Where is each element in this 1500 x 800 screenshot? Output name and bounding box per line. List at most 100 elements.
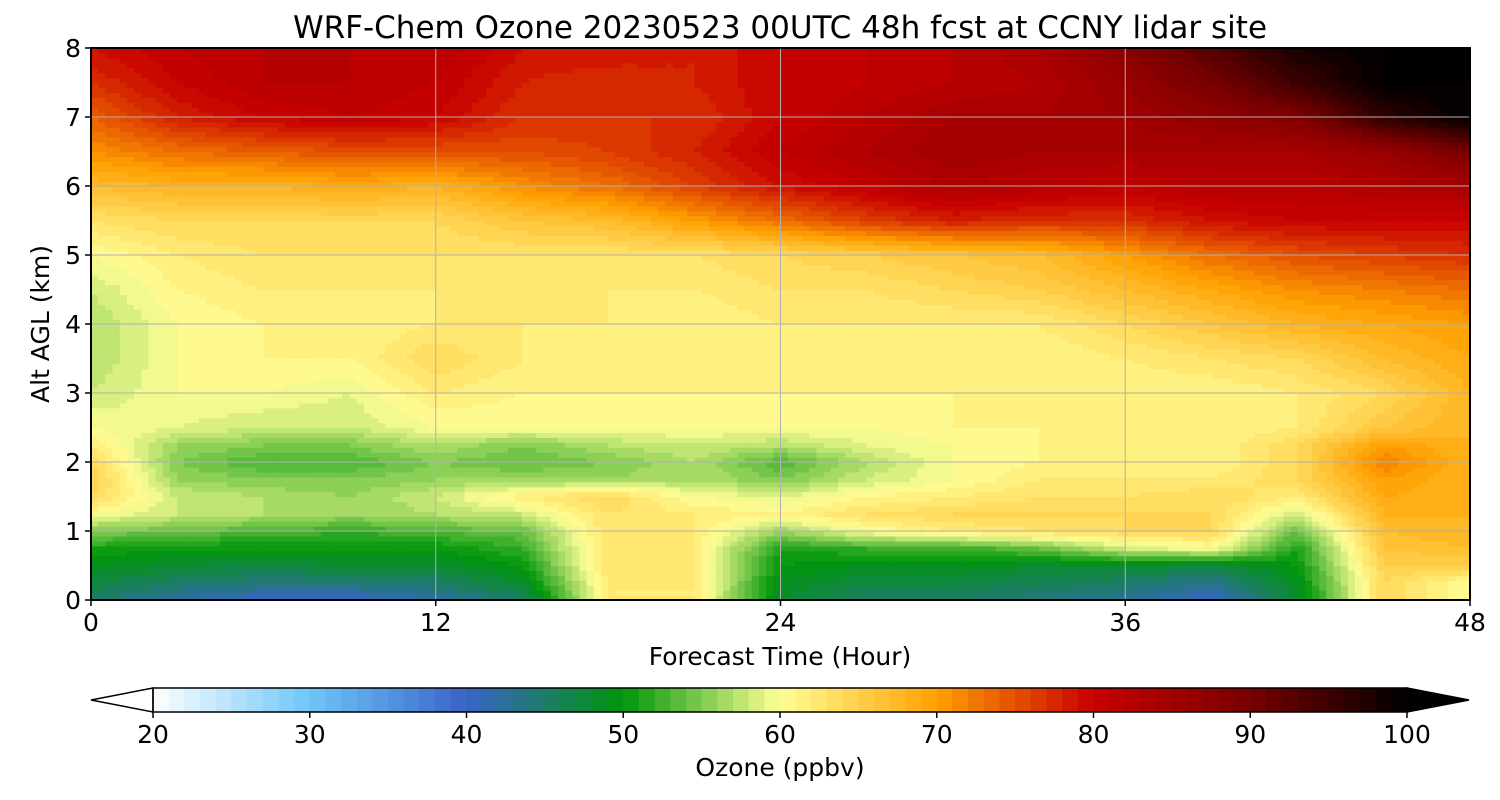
heatmap-cell — [737, 580, 745, 586]
heatmap-cell — [658, 521, 666, 527]
heatmap-cell — [1355, 536, 1363, 542]
heatmap-cell — [1312, 580, 1320, 586]
heatmap-cell — [1140, 546, 1148, 552]
heatmap-cell — [1039, 501, 1047, 507]
heatmap-cell — [170, 561, 178, 567]
heatmap-cell — [1111, 477, 1119, 483]
heatmap-cell — [931, 472, 939, 478]
heatmap-cell — [831, 561, 839, 567]
heatmap-cell — [845, 501, 853, 507]
heatmap-cell — [134, 521, 142, 527]
heatmap-cell — [213, 506, 221, 512]
heatmap-cell — [730, 531, 738, 537]
heatmap-cell — [493, 590, 501, 596]
heatmap-cell — [1032, 531, 1040, 537]
heatmap-cell — [285, 487, 293, 493]
heatmap-cell — [1003, 541, 1011, 547]
heatmap-cell — [407, 521, 415, 527]
heatmap-cell — [1183, 511, 1191, 517]
heatmap-cell — [285, 575, 293, 581]
heatmap-cell — [1269, 575, 1277, 581]
heatmap-cell — [795, 570, 803, 576]
heatmap-cell — [263, 492, 271, 498]
heatmap-cell — [1176, 487, 1184, 493]
heatmap-cell — [249, 511, 257, 517]
heatmap-cell — [378, 477, 386, 483]
heatmap-cell — [601, 566, 609, 572]
heatmap-cell — [989, 590, 997, 596]
heatmap-cell — [924, 506, 932, 512]
heatmap-cell — [658, 570, 666, 576]
heatmap-cell — [235, 497, 243, 503]
heatmap-cell — [407, 590, 415, 596]
heatmap-cell — [1154, 556, 1162, 562]
heatmap-cell — [888, 541, 896, 547]
heatmap-cell — [1348, 477, 1356, 483]
heatmap-cell — [299, 511, 307, 517]
heatmap-cell — [1161, 531, 1169, 537]
heatmap-cell — [723, 477, 731, 483]
heatmap-cell — [120, 536, 128, 542]
heatmap-cell — [1247, 561, 1255, 567]
heatmap-cell — [299, 585, 307, 591]
heatmap-cell — [982, 521, 990, 527]
heatmap-cell — [737, 546, 745, 552]
heatmap-cell — [120, 506, 128, 512]
heatmap-cell — [177, 566, 185, 572]
heatmap-cell — [622, 477, 630, 483]
heatmap-cell — [177, 521, 185, 527]
heatmap-cell — [400, 561, 408, 567]
heatmap-cell — [594, 472, 602, 478]
heatmap-cell — [148, 536, 156, 542]
heatmap-cell — [393, 536, 401, 542]
heatmap-cell — [989, 570, 997, 576]
heatmap-cell — [472, 477, 480, 483]
heatmap-cell — [1211, 521, 1219, 527]
heatmap-cell — [1298, 516, 1306, 522]
heatmap-cell — [1384, 585, 1392, 591]
heatmap-cell — [1161, 477, 1169, 483]
heatmap-cell — [1061, 561, 1069, 567]
heatmap-cell — [565, 487, 573, 493]
heatmap-cell — [1039, 477, 1047, 483]
heatmap-cell — [1219, 516, 1227, 522]
heatmap-cell — [393, 511, 401, 517]
heatmap-cell — [457, 531, 465, 537]
heatmap-cell — [1211, 501, 1219, 507]
heatmap-cell — [472, 541, 480, 547]
heatmap-cell — [594, 556, 602, 562]
heatmap-cell — [1255, 546, 1263, 552]
heatmap-cell — [350, 521, 358, 527]
heatmap-cell — [1046, 501, 1054, 507]
heatmap-cell — [235, 590, 243, 596]
heatmap-cell — [673, 531, 681, 537]
heatmap-cell — [1053, 492, 1061, 498]
heatmap-cell — [1140, 590, 1148, 596]
heatmap-cell — [536, 511, 544, 517]
heatmap-cell — [1312, 585, 1320, 591]
heatmap-cell — [601, 521, 609, 527]
heatmap-cell — [1240, 551, 1248, 557]
heatmap-cell — [378, 536, 386, 542]
heatmap-cell — [838, 492, 846, 498]
heatmap-cell — [781, 556, 789, 562]
heatmap-cell — [199, 487, 207, 493]
heatmap-cell — [1255, 501, 1263, 507]
heatmap-cell — [1226, 561, 1234, 567]
heatmap-cell — [256, 477, 264, 483]
heatmap-cell — [974, 561, 982, 567]
heatmap-cell — [306, 531, 314, 537]
heatmap-cell — [148, 492, 156, 498]
heatmap-cell — [687, 536, 695, 542]
heatmap-cell — [342, 556, 350, 562]
heatmap-cell — [1369, 561, 1377, 567]
heatmap-cell — [558, 477, 566, 483]
heatmap-cell — [436, 541, 444, 547]
heatmap-cell — [615, 590, 623, 596]
heatmap-cell — [335, 472, 343, 478]
heatmap-cell — [881, 516, 889, 522]
heatmap-cell — [1082, 566, 1090, 572]
heatmap-cell — [622, 541, 630, 547]
heatmap-cell — [378, 531, 386, 537]
heatmap-cell — [1125, 531, 1133, 537]
